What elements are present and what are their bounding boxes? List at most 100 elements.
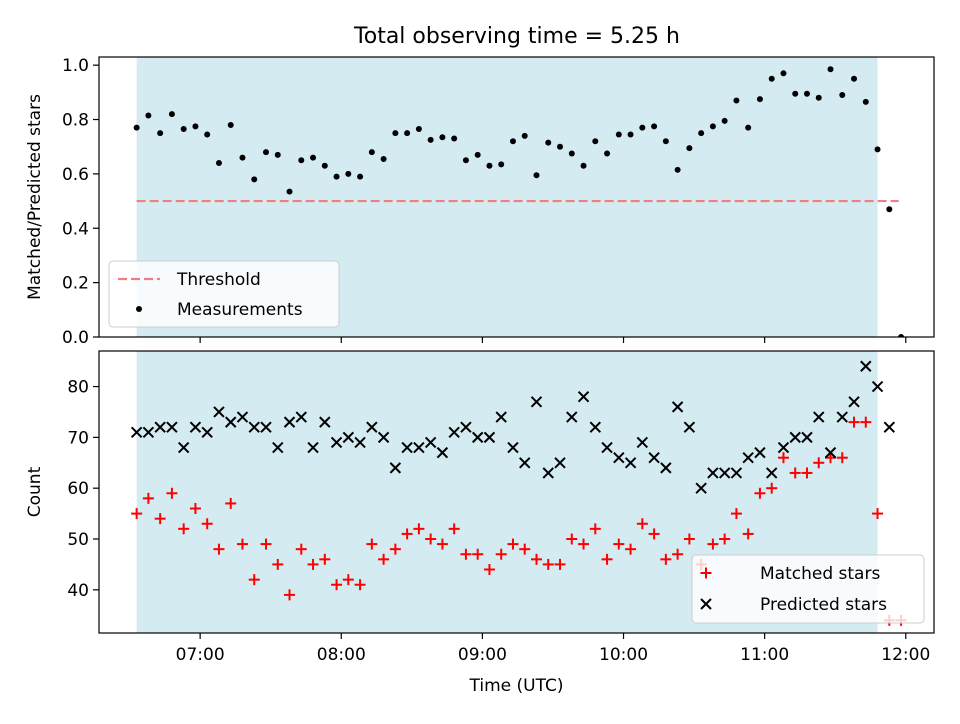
measurement-point	[215, 160, 222, 167]
predicted-star-point	[354, 436, 366, 449]
matched-star-point	[201, 518, 213, 530]
predicted-star-point	[330, 436, 343, 449]
measurement-point	[204, 131, 211, 138]
matched-star-point	[319, 553, 331, 565]
predicted-star-b	[671, 401, 684, 413]
y-tick-label: 0.0	[62, 328, 89, 348]
matched-star-point	[766, 482, 778, 494]
predicted-star-point	[566, 411, 578, 423]
predicted-star-point	[342, 431, 355, 444]
y-tick-label: 0.6	[62, 165, 89, 185]
matched-star-point	[378, 553, 390, 565]
legend-matched-swatch	[700, 567, 712, 579]
predicted-star-point	[648, 451, 660, 464]
measurement-point	[392, 130, 399, 137]
measurement-point	[274, 151, 281, 158]
measurement-point	[756, 96, 763, 103]
y-tick-label: 0.8	[62, 111, 89, 131]
matched-star-point	[519, 543, 531, 555]
predicted-star-b	[554, 457, 566, 469]
matched-star-point	[483, 563, 495, 575]
measurement-point	[404, 130, 411, 137]
predicted-star-point	[542, 467, 554, 479]
measurement-point	[368, 149, 375, 156]
x-axis-label: Time (UTC)	[469, 676, 564, 696]
matched-star-point	[131, 508, 143, 520]
predicted-star-point	[707, 467, 719, 479]
matched-star-point	[248, 574, 260, 586]
measurement-point	[498, 161, 505, 168]
predicted-star-point	[471, 431, 484, 444]
predicted-star-point	[495, 411, 507, 423]
legend-predicted-swatch-b	[700, 598, 712, 610]
measurement-point	[803, 90, 810, 97]
predicted-star-point	[154, 421, 166, 433]
predicted-star-point	[177, 441, 190, 454]
predicted-star-point	[213, 406, 225, 418]
predicted-star-b	[507, 441, 519, 454]
measurement-point	[545, 139, 552, 146]
matched-star-point	[542, 558, 554, 570]
predicted-star-point	[483, 431, 496, 444]
matched-star-point	[272, 558, 284, 570]
predicted-star-point	[401, 441, 413, 454]
chart-title: Total observing time = 5.25 h	[353, 24, 680, 49]
measurement-point	[886, 206, 893, 213]
measurement-point	[862, 98, 869, 105]
matched-star-point	[236, 538, 248, 550]
matched-star-point	[801, 467, 813, 479]
predicted-star-point	[730, 467, 743, 479]
predicted-star-b	[283, 416, 296, 428]
matched-star-point	[625, 543, 637, 555]
predicted-star-point	[389, 462, 402, 474]
matched-star-point	[566, 533, 578, 545]
predicted-star-point	[577, 391, 590, 403]
predicted-star-b	[436, 446, 449, 459]
predicted-star-b	[272, 441, 284, 454]
legend-measurement-swatch	[136, 306, 142, 312]
predicted-star-b	[495, 411, 507, 423]
matched-star-point	[742, 528, 754, 540]
predicted-star-point	[871, 380, 884, 393]
matched-star-point	[425, 533, 437, 545]
predicted-star-point	[636, 436, 649, 449]
panel-bottom: 40 50 60 70 80 07:00 08:00 09:00 10:00 11:00 12:00…	[25, 350, 935, 696]
measurement-point	[192, 123, 199, 130]
predicted-star-b	[248, 421, 260, 433]
measurement-point	[639, 124, 646, 131]
legend-box	[108, 260, 340, 328]
predicted-star-b	[754, 446, 766, 459]
predicted-star-b	[130, 426, 143, 439]
markers-layer	[130, 360, 907, 626]
predicted-star-point	[507, 441, 519, 454]
predicted-star-point	[848, 396, 860, 408]
predicted-star-b	[460, 421, 472, 433]
measurement-point	[839, 92, 846, 99]
measurement-point	[674, 166, 681, 173]
predicted-star-point	[683, 421, 696, 433]
predicted-star-point	[424, 436, 437, 449]
measurement-point	[427, 136, 434, 143]
y-tick-label: 1.0	[62, 56, 89, 76]
predicted-star-point	[130, 426, 143, 439]
y-tick-label: 80	[67, 378, 89, 398]
predicted-star-b	[824, 446, 837, 459]
matched-star-point	[660, 553, 672, 565]
matched-star-point	[636, 518, 648, 530]
matched-star-point	[648, 528, 660, 540]
predicted-star-b	[589, 421, 602, 433]
legend: Matched stars Predicted stars	[691, 554, 925, 624]
measurement-point	[898, 334, 905, 337]
measurement-point	[580, 162, 587, 169]
series-predicted-stars	[130, 360, 896, 494]
predicted-star-b	[389, 462, 402, 474]
predicted-star-point	[754, 446, 766, 459]
matched-star-point	[848, 416, 860, 428]
predicted-star-b	[295, 411, 307, 423]
predicted-star-point	[860, 360, 872, 372]
matched-star-point	[436, 538, 448, 550]
predicted-star-b	[577, 391, 590, 403]
matched-star-point	[154, 513, 166, 525]
predicted-star-point	[530, 396, 543, 408]
